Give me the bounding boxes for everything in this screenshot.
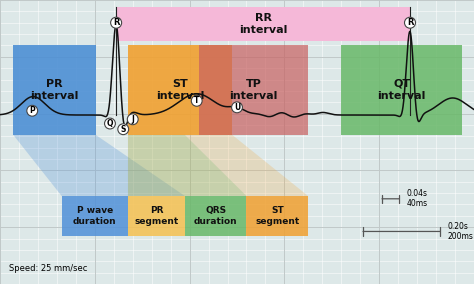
Text: S: S xyxy=(120,125,126,134)
Text: 0.20s
200ms: 0.20s 200ms xyxy=(448,222,474,241)
Text: R: R xyxy=(113,18,119,27)
Bar xyxy=(128,45,232,135)
Bar xyxy=(185,196,246,236)
Bar xyxy=(128,196,185,236)
Text: Q: Q xyxy=(107,119,113,128)
Text: ST
segment: ST segment xyxy=(255,206,300,226)
Text: R: R xyxy=(407,18,413,27)
Bar xyxy=(116,7,410,41)
Text: QT
interval: QT interval xyxy=(377,79,426,101)
Bar xyxy=(199,45,308,135)
Text: U: U xyxy=(234,103,240,112)
Text: PR
interval: PR interval xyxy=(30,79,79,101)
Text: T: T xyxy=(194,96,200,105)
Bar xyxy=(13,45,96,135)
Bar xyxy=(246,196,308,236)
Polygon shape xyxy=(128,135,246,196)
Bar xyxy=(341,45,462,135)
Text: 0.04s
40ms: 0.04s 40ms xyxy=(407,189,428,208)
Text: TP
interval: TP interval xyxy=(229,79,278,101)
Text: P: P xyxy=(29,106,35,115)
Text: PR
segment: PR segment xyxy=(134,206,179,226)
Polygon shape xyxy=(128,135,308,196)
Text: J: J xyxy=(131,115,134,124)
Text: ST
interval: ST interval xyxy=(156,79,204,101)
Bar xyxy=(62,196,128,236)
Text: P wave
duration: P wave duration xyxy=(73,206,117,226)
Text: QRS
duration: QRS duration xyxy=(194,206,237,226)
Text: Speed: 25 mm/sec: Speed: 25 mm/sec xyxy=(9,264,87,273)
Polygon shape xyxy=(13,135,185,196)
Text: RR
interval: RR interval xyxy=(239,13,287,35)
